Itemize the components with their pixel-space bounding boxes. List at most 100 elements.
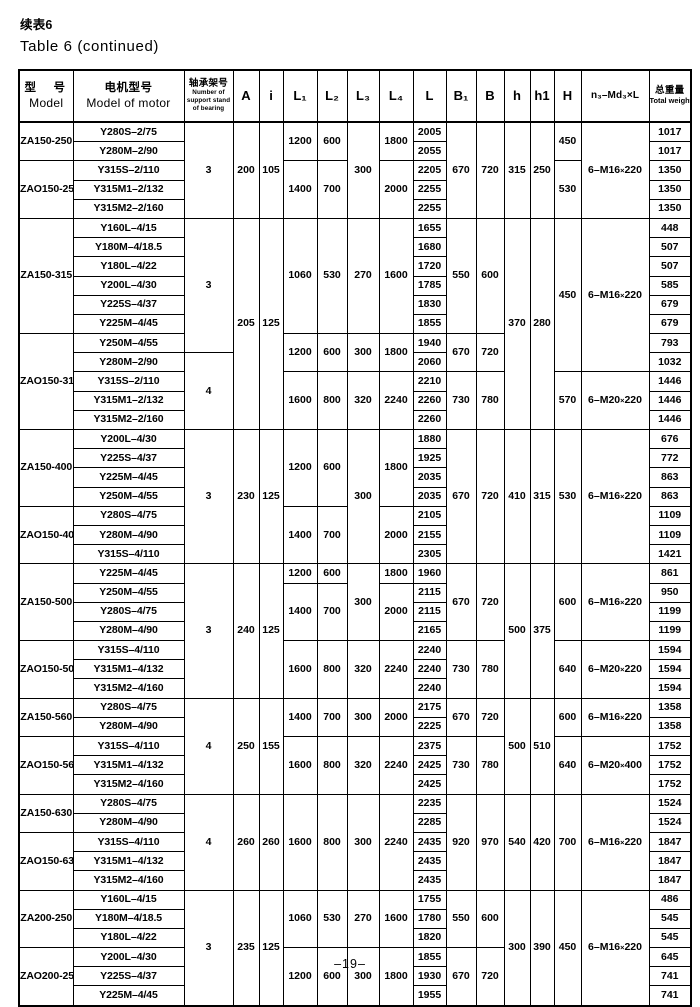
cell-l4: 2240 (378, 371, 414, 430)
cell-l1: 1400 (282, 505, 318, 565)
cell-l1: 1060 (282, 889, 318, 949)
cell-l: 1780 (412, 908, 447, 929)
cell-l4: 1800 (378, 121, 414, 162)
col-header-h: h (503, 69, 531, 123)
cell-l: 1830 (412, 294, 447, 315)
cell-motor: Y250M–4/55 (72, 486, 185, 507)
cell-hcap: 450 (553, 121, 582, 162)
cell-l: 2005 (412, 121, 447, 143)
cell-weight: 863 (648, 467, 692, 488)
table-row: ZAO150-630Y315S–4/110 2435 1847 (18, 831, 692, 891)
cell-l3: 320 (346, 640, 380, 699)
cell-l4: 1800 (378, 429, 414, 507)
cell-n3: 6–M20×220 (580, 371, 650, 430)
cell-h1: 375 (529, 563, 555, 699)
col-header-model-en: Model (29, 96, 64, 111)
cell-motor: Y180L–4/22 (72, 256, 185, 277)
cell-b1: 670 (445, 121, 477, 219)
cell-weight: 1358 (648, 716, 692, 738)
cell-l: 1680 (412, 237, 447, 258)
cell-b1: 670 (445, 333, 477, 373)
cell-weight: 1847 (648, 870, 692, 891)
cell-h: 500 (503, 563, 531, 699)
cell-n3: 6–M20×220 (580, 640, 650, 699)
cell-l3: 300 (346, 793, 380, 891)
cell-l2: 600 (316, 429, 348, 507)
table-row: Y280M–4/90 2165 1199 (19, 620, 692, 642)
cell-l3: 270 (346, 889, 380, 949)
cell-weight: 1524 (648, 793, 692, 814)
cell-motor: Y280S–4/75 (72, 601, 185, 622)
cell-l: 1880 (412, 428, 447, 450)
cell-n3: 6–M16×220 (580, 428, 650, 565)
cell-l4: 2240 (378, 736, 414, 795)
col-header-a: A (232, 69, 260, 123)
cell-l3: 320 (346, 371, 380, 430)
cell-l: 1720 (412, 256, 447, 277)
cell-motor: Y315M1–2/132 (72, 179, 185, 200)
cell-l2: 600 (316, 563, 348, 584)
cell-motor: Y200L–4/30 (72, 275, 185, 296)
table-row: ZA150-250 Y280S–2/75 3 200 105 1200 600 300 1800… (18, 121, 692, 219)
col-header-weight-cn: 总重量 (655, 85, 685, 97)
table-row: ZAO150-560Y315S–4/1101600800320224023757… (18, 735, 692, 795)
cell-model: ZA150-400 (18, 429, 74, 507)
cell-motor: Y315M1–4/132 (72, 851, 185, 872)
cell-motor: Y280M–4/90 (72, 716, 185, 738)
cell-l3: 270 (346, 217, 380, 335)
cell-weight: 448 (648, 217, 692, 239)
cell-l2: 530 (316, 217, 348, 335)
col-header-model: 型 号 Model (18, 69, 74, 123)
table-row: Y250M–4/55 2035 863 (19, 486, 692, 507)
col-header-hcap: H (553, 69, 582, 123)
cell-bearing: 3 (183, 217, 234, 354)
cell-b: 780 (475, 640, 505, 699)
cell-h: 410 (503, 428, 531, 565)
cell-motor: Y160L–4/15 (72, 217, 185, 239)
cell-l1: 1200 (282, 333, 318, 373)
cell-weight: 741 (648, 985, 692, 1007)
cell-weight: 1594 (648, 659, 692, 680)
table-row: ZA200-250 Y160L–4/15 3 235 125 1060 530 270 1600… (18, 889, 692, 1007)
cell-a: 240 (232, 563, 260, 699)
cell-bearing: 3 (183, 563, 234, 699)
cell-l2: 700 (316, 160, 348, 219)
cell-motor: Y225S–4/37 (72, 448, 185, 469)
cell-l: 1820 (412, 927, 447, 949)
cell-motor: Y315S–4/110 (72, 640, 185, 661)
cell-weight: 1350 (648, 160, 692, 181)
cell-bearing: 3 (183, 121, 234, 219)
cell-h1: 280 (529, 217, 555, 431)
cell-b1: 550 (445, 217, 477, 335)
cell-model: ZA200-250 (18, 889, 74, 949)
cell-l: 1955 (412, 985, 447, 1007)
table-row: Y280S–4/75 2115 1199 (19, 601, 692, 622)
col-header-bearing: 轴承架号 Number of support stand of bearing (183, 69, 234, 123)
page-number: –19– (334, 957, 366, 971)
table-row: Y315M2–2/160 2260 1446 (19, 409, 692, 431)
cell-l: 1940 (412, 333, 447, 354)
cell-h: 315 (503, 121, 531, 219)
cell-l: 2255 (412, 179, 447, 200)
cell-i: 125 (258, 217, 284, 431)
cell-weight: 1350 (648, 198, 692, 219)
col-header-bearing-en: Number of support stand of bearing (186, 88, 231, 113)
cell-weight: 1752 (648, 755, 692, 776)
col-header-l3: L₃ (346, 69, 380, 123)
table-row: Y280M–4/90 2155 1109 (19, 524, 692, 546)
cell-bearing: 3 (183, 889, 234, 1007)
cell-weight: 1017 (648, 121, 692, 143)
cell-weight: 1350 (648, 179, 692, 200)
cell-motor: Y315S–4/110 (72, 544, 185, 565)
cell-n3: 6–M16×220 (580, 889, 650, 1007)
cell-l2: 800 (316, 793, 348, 891)
cell-weight: 545 (648, 908, 692, 929)
cell-hcap: 450 (553, 889, 582, 1007)
cell-l: 2260 (412, 409, 447, 431)
col-header-b: B (475, 69, 505, 123)
cell-l: 2235 (412, 793, 447, 814)
cell-l: 1925 (412, 448, 447, 469)
table-row: Y315M1–2/132 2260 1446 (19, 390, 692, 411)
cell-motor: Y160L–4/15 (72, 889, 185, 910)
